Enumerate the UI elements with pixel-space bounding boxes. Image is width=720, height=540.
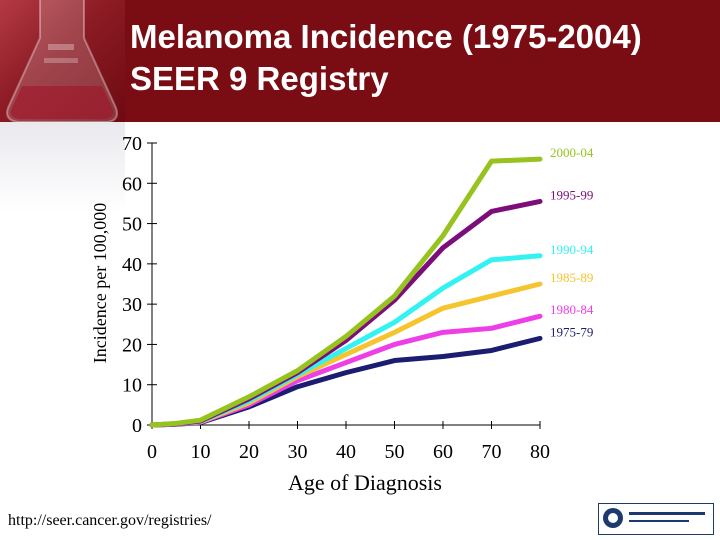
series-line-1995-99 <box>149 198 543 428</box>
x-tick-label: 0 <box>147 441 157 463</box>
source-url-link[interactable]: http://seer.cancer.gov/registries/ <box>8 512 212 529</box>
x-tick-label: 10 <box>191 441 211 463</box>
x-tick-label: 80 <box>530 441 550 463</box>
x-tick-label: 70 <box>482 441 502 463</box>
y-tick-label: 20 <box>122 334 142 356</box>
series-line-1975-79 <box>149 335 543 428</box>
x-tick-label: 60 <box>433 441 453 463</box>
x-tick-label: 40 <box>336 441 356 463</box>
series-line-1985-89 <box>149 281 543 428</box>
x-tick-label: 50 <box>385 441 405 463</box>
series-label: 1980-84 <box>550 302 594 317</box>
x-tick-label: 20 <box>239 441 259 463</box>
y-tick-label: 70 <box>122 133 142 155</box>
series-label: 1985-89 <box>550 270 593 285</box>
y-tick-label: 10 <box>122 375 142 397</box>
y-tick-label: 40 <box>122 254 142 276</box>
title-line-1: Melanoma Incidence (1975-2004) <box>130 18 642 55</box>
page-title: Melanoma Incidence (1975-2004) SEER 9 Re… <box>130 16 710 100</box>
series-line-2000-04 <box>149 156 543 428</box>
y-tick-label: 50 <box>122 214 142 236</box>
series-label: 1995-99 <box>550 187 593 202</box>
lab-flask-icon <box>6 0 118 122</box>
x-tick-label: 30 <box>288 441 308 463</box>
series-label: 2000-04 <box>550 145 594 160</box>
x-axis-label: Age of Diagnosis <box>288 470 442 495</box>
y-tick-label: 0 <box>132 415 142 437</box>
series-label: 1990-94 <box>550 242 594 257</box>
y-axis-label: Incidence per 100,000 <box>90 203 110 363</box>
title-banner: Melanoma Incidence (1975-2004) SEER 9 Re… <box>0 0 720 122</box>
flask-image-panel <box>0 0 125 122</box>
title-line-2: SEER 9 Registry <box>130 60 389 97</box>
decorative-fade <box>0 122 125 212</box>
series-label: 1975-79 <box>550 324 593 339</box>
university-seal-icon <box>603 508 623 528</box>
university-logo <box>598 503 714 535</box>
y-tick-label: 60 <box>122 173 142 195</box>
y-tick-label: 30 <box>122 294 142 316</box>
